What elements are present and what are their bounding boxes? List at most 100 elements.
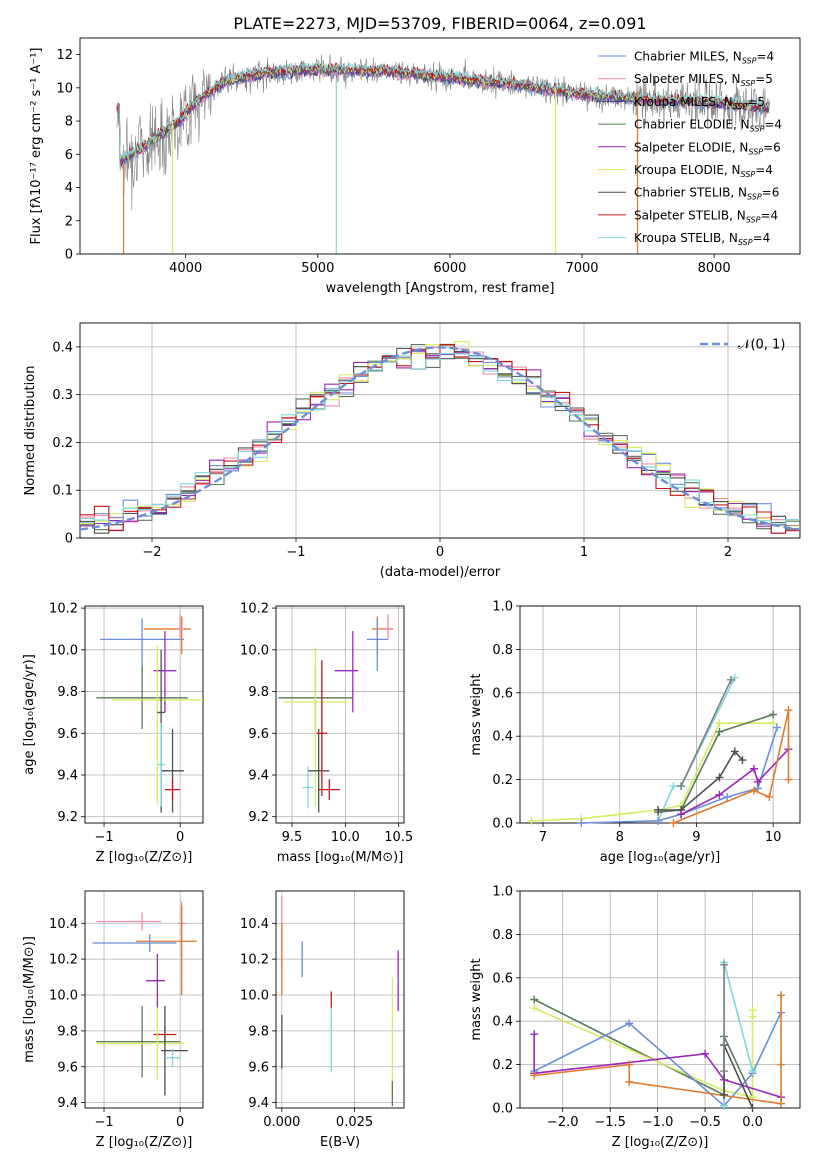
legend-entry-subscript: SSP <box>750 125 765 134</box>
series-line <box>531 722 774 822</box>
series-marker <box>720 960 729 969</box>
series-marker <box>530 1030 539 1039</box>
errorbar-point <box>145 953 165 1008</box>
series-marker <box>715 727 724 736</box>
errorbar-point <box>96 912 162 931</box>
x-tick-label: 10 <box>765 830 782 845</box>
x-tick-label: −2.0 <box>547 1115 579 1130</box>
series-marker <box>530 1004 539 1013</box>
y-tick-label: 1.0 <box>492 600 513 615</box>
legend-entry: Salpeter STELIB, NSSP=4 <box>634 208 778 224</box>
errorbar-point <box>96 1007 184 1080</box>
y-tick-label: 10.0 <box>240 989 269 1004</box>
x-axis-label: Z [log₁₀(Z/Z⊙)] <box>96 1135 193 1150</box>
x-tick-label: 0.0 <box>742 1115 763 1130</box>
series-marker <box>753 777 762 786</box>
histogram-chabrier_elodie <box>80 344 800 532</box>
legend-entry-suffix: =4 <box>760 208 778 222</box>
plot-frame <box>275 890 405 1109</box>
y-tick-label: 9.2 <box>248 810 269 825</box>
y-tick-label: 12 <box>56 48 73 63</box>
legend-entry-label: Salpeter STELIB, N <box>634 208 746 222</box>
errorbar-points <box>278 614 394 813</box>
x-tick-label: −1 <box>286 545 305 560</box>
mass-weight-vs-z-panel: −2.0 −1.5 −1.0 −0.5 0.0 0.0 0.2 0.4 0.6 0.8 1.0 Z [… <box>469 885 801 1150</box>
y-tick-label: 10.0 <box>240 643 269 658</box>
y-tick-label: 0.2 <box>52 436 73 451</box>
panels: 4000 5000 6000 7000 8000024681012wavelength … <box>22 37 801 1150</box>
x-tick-label: 0 <box>176 830 184 845</box>
series-marker <box>720 1101 729 1110</box>
legend-entry: Salpeter ELODIE, NSSP=6 <box>634 140 781 156</box>
errorbar-point <box>92 934 177 952</box>
series-marker <box>677 782 686 791</box>
errorbar-point <box>308 729 330 813</box>
y-tick-label: 0.3 <box>52 388 73 403</box>
spectrum-panel: 4000 5000 6000 7000 8000 0 2 4 6 8 10 12 wavelength … <box>29 37 801 296</box>
series-line <box>658 750 744 811</box>
x-axis-label: wavelength [Angstrom, rest frame] <box>326 281 555 296</box>
plot-frame <box>79 322 801 539</box>
y-tick-label: 9.8 <box>57 685 78 700</box>
mass-weight-series <box>527 673 793 827</box>
legend-entry-subscript: SSP <box>741 79 756 88</box>
x-tick-label: 9.5 <box>282 830 303 845</box>
legend-entry-suffix: =6 <box>763 140 781 154</box>
legend-entry-subscript: SSP <box>741 170 756 179</box>
x-tick-label: −0.5 <box>689 1115 721 1130</box>
x-tick-label: −1 <box>94 830 113 845</box>
series-marker <box>723 792 732 801</box>
x-axis-label: mass [log₁₀(M/M⊙)] <box>277 850 404 865</box>
y-tick-label: 2 <box>65 214 73 229</box>
legend-entry: Chabrier ELODIE, NSSP=4 <box>634 118 782 134</box>
y-tick-label: 9.4 <box>57 769 78 784</box>
errorbar-point <box>283 647 348 807</box>
errorbar-point <box>164 1048 181 1067</box>
series-marker <box>749 786 758 795</box>
x-tick-label: −2 <box>142 545 161 560</box>
errorbar-points <box>96 614 203 813</box>
series-marker <box>772 723 781 732</box>
series-line <box>680 679 732 787</box>
x-tick-label: 5000 <box>301 261 334 276</box>
y-tick-label: 0.6 <box>492 971 513 986</box>
series-marker <box>654 805 663 814</box>
y-tick-label: 10.0 <box>49 643 78 658</box>
figure-title: PLATE=2273, MJD=53709, FIBERID=0064, z=0… <box>233 14 646 33</box>
series-marker <box>715 719 724 728</box>
y-tick-label: 10.2 <box>49 953 78 968</box>
x-tick-label: 4000 <box>169 261 202 276</box>
legend-entry-label: Salpeter ELODIE, N <box>634 140 748 154</box>
errorbar-point <box>136 905 197 996</box>
residual-histogram-panel: −2 −1 0 1 2 0 0.1 0.2 0.3 0.4 (data-model)/error No… <box>23 322 801 580</box>
x-tick-label: 9 <box>692 830 700 845</box>
legend-entry-subscript: SSP <box>747 193 762 202</box>
y-axis-label: mass weight <box>469 958 484 1040</box>
y-tick-label: 10 <box>56 81 73 96</box>
x-tick-label: 8000 <box>698 261 731 276</box>
y-tick-label: 10.0 <box>49 989 78 1004</box>
y-tick-label: 0.2 <box>492 1058 513 1073</box>
legend-entry: Chabrier STELIB, NSSP=6 <box>634 186 779 202</box>
legend-entry-subscript: SSP <box>748 147 763 156</box>
series-marker <box>615 810 624 819</box>
errorbar-point <box>96 1005 181 1078</box>
x-tick-label: 0 <box>176 1115 184 1130</box>
legend-entry-subscript: SSP <box>733 102 748 111</box>
x-axis-label: E(B-V) <box>320 1135 360 1150</box>
mass-weight-vs-age-panel: 7 8 9 10 0.0 0.2 0.4 0.6 0.8 1.0 age [log₁₀(age/yr… <box>469 600 801 865</box>
series-marker <box>738 756 747 765</box>
y-tick-label: 6 <box>65 148 73 163</box>
errorbar-points <box>92 901 197 1096</box>
series-line <box>534 995 782 1105</box>
series-marker <box>720 1090 729 1099</box>
y-axis-label: age [log₁₀(age/yr)] <box>22 654 37 775</box>
series-marker <box>749 764 758 773</box>
x-tick-label: 7 <box>539 830 547 845</box>
errorbar-points <box>281 896 399 1107</box>
series-marker <box>784 706 793 715</box>
plot-frame <box>519 605 801 824</box>
mass-vs-ebv-panel: 0.000 0.025 9.4 9.6 9.8 10.0 10.2 10.4 E(B-V) <box>240 890 405 1150</box>
series-marker <box>530 1071 539 1080</box>
